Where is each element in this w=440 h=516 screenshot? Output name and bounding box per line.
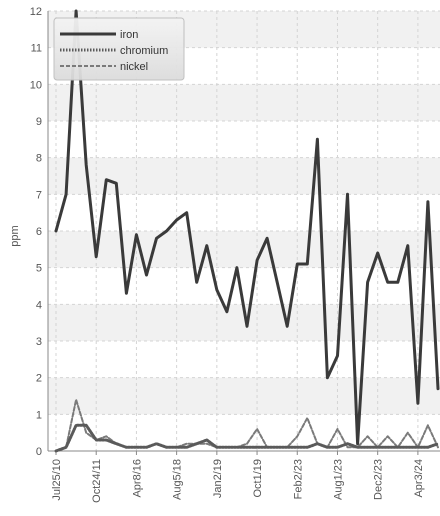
y-tick-label: 4 [36, 299, 42, 311]
x-tick-label: Jul25/10 [51, 459, 63, 501]
legend-label-chromium: chromium [120, 45, 168, 57]
x-tick-label: Oct24/11 [91, 459, 103, 503]
series-line-chromium [54, 423, 440, 453]
y-tick-label: 12 [30, 6, 42, 18]
x-tick-label: Jan2/19 [212, 459, 224, 498]
y-tick-label: 11 [31, 43, 42, 55]
x-tick-label: Apr3/24 [413, 459, 425, 498]
y-tick-label: 8 [36, 153, 42, 165]
x-tick-label: Oct1/19 [252, 459, 264, 498]
x-tick-label: Apr8/16 [131, 459, 143, 498]
series-line-iron [54, 9, 440, 446]
x-tick-label: Dec2/23 [373, 459, 385, 500]
y-tick-label: 3 [36, 336, 42, 348]
y-tick-label: 2 [36, 373, 42, 385]
grid-band [48, 84, 440, 121]
x-tick-label: Aug1/23 [332, 459, 344, 500]
grid-band [48, 157, 440, 195]
y-tick-label: 10 [30, 79, 42, 91]
legend-label-iron: iron [120, 29, 138, 41]
y-tick-label: 6 [36, 226, 42, 238]
x-tick-label: Feb2/23 [292, 459, 304, 499]
y-tick-label: 5 [36, 263, 42, 275]
legend-label-nickel: nickel [120, 61, 148, 73]
y-tick-label: 0 [36, 446, 42, 458]
grid-band [48, 377, 440, 415]
y-tick-label: 9 [36, 116, 42, 128]
y-tick-label: 7 [36, 189, 42, 201]
y-tick-label: 1 [36, 409, 42, 421]
x-tick-label: Aug5/18 [172, 459, 184, 500]
y-axis-label: ppm [9, 225, 21, 246]
